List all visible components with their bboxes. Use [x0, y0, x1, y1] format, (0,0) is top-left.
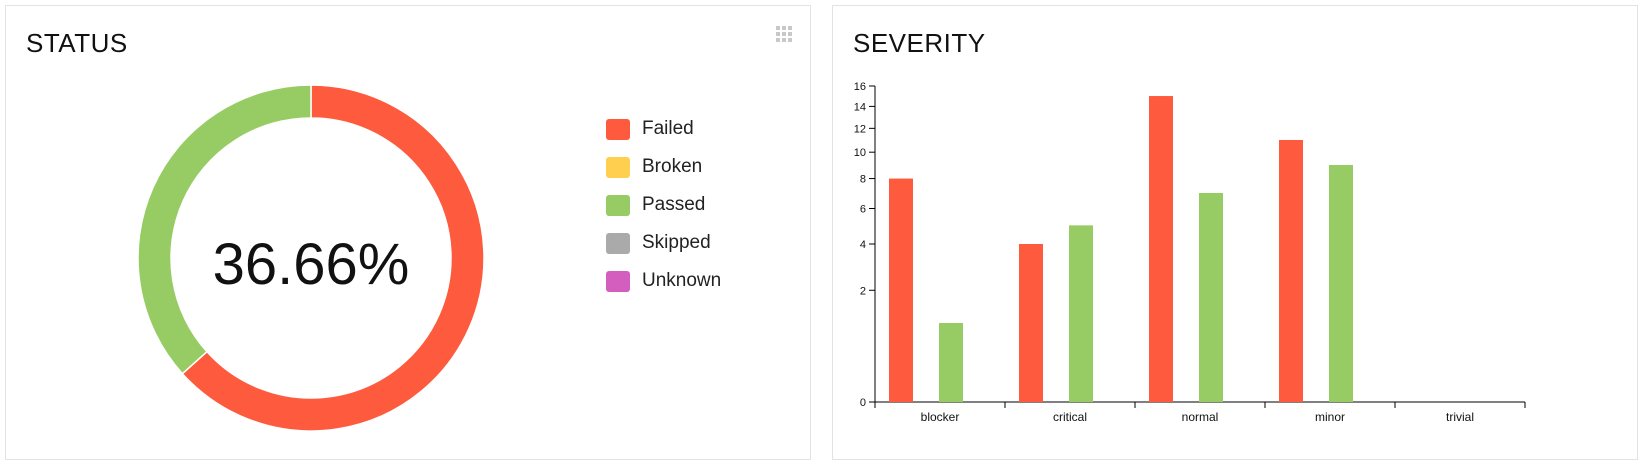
bar-normal-1[interactable] [1199, 192, 1223, 402]
severity-title: SEVERITY [853, 28, 986, 58]
legend-label: Passed [642, 194, 706, 215]
y-tick-label: 6 [860, 203, 866, 215]
grid-dots-icon[interactable] [776, 26, 794, 44]
legend-swatch [606, 233, 630, 254]
y-tick-label: 16 [854, 81, 866, 93]
legend-swatch [606, 157, 630, 178]
legend-label: Skipped [642, 232, 711, 253]
status-panel: STATUS 36.66% Failed Broken Passed Skipped U… [5, 5, 811, 460]
severity-bar-chart: 0 2 4 6 8 10 12 14 16 blocker critical normal minor t… [854, 81, 1526, 424]
status-donut-chart: 36.66% [137, 84, 485, 432]
status-title: STATUS [26, 28, 128, 58]
legend-swatch [606, 195, 630, 216]
bar-blocker-1[interactable] [939, 323, 963, 402]
legend-swatch [606, 271, 630, 292]
y-tick-label: 4 [860, 239, 866, 251]
y-tick-label: 0 [860, 397, 866, 409]
donut-center-label: 36.66% [213, 232, 410, 297]
bar-normal-0[interactable] [1149, 96, 1173, 403]
legend-label: Broken [642, 156, 703, 177]
legend-label: Unknown [642, 270, 722, 291]
y-tick-label: 10 [854, 147, 866, 159]
x-tick-label-blocker: blocker [921, 410, 960, 424]
legend-swatch [606, 119, 630, 140]
y-tick-label: 8 [860, 174, 866, 186]
donut-slice-passed[interactable] [137, 84, 312, 375]
legend-label: Failed [642, 118, 694, 139]
x-tick-label-minor: minor [1315, 410, 1345, 424]
x-tick-label-critical: critical [1053, 410, 1087, 424]
y-tick-label: 2 [860, 285, 866, 297]
bar-blocker-0[interactable] [889, 178, 913, 402]
x-tick-label-trivial: trivial [1446, 410, 1474, 424]
bar-minor-0[interactable] [1279, 139, 1303, 403]
x-tick-label-normal: normal [1182, 410, 1219, 424]
bar-minor-1[interactable] [1329, 165, 1353, 402]
y-tick-label: 12 [854, 123, 866, 135]
y-tick-label: 14 [854, 101, 866, 113]
bar-critical-1[interactable] [1069, 225, 1093, 402]
donut-slice-failed[interactable] [181, 84, 485, 432]
severity-panel: SEVERITY 0 2 4 6 8 10 12 14 16 blocker critical nor… [832, 5, 1638, 460]
bar-critical-0[interactable] [1019, 244, 1043, 402]
